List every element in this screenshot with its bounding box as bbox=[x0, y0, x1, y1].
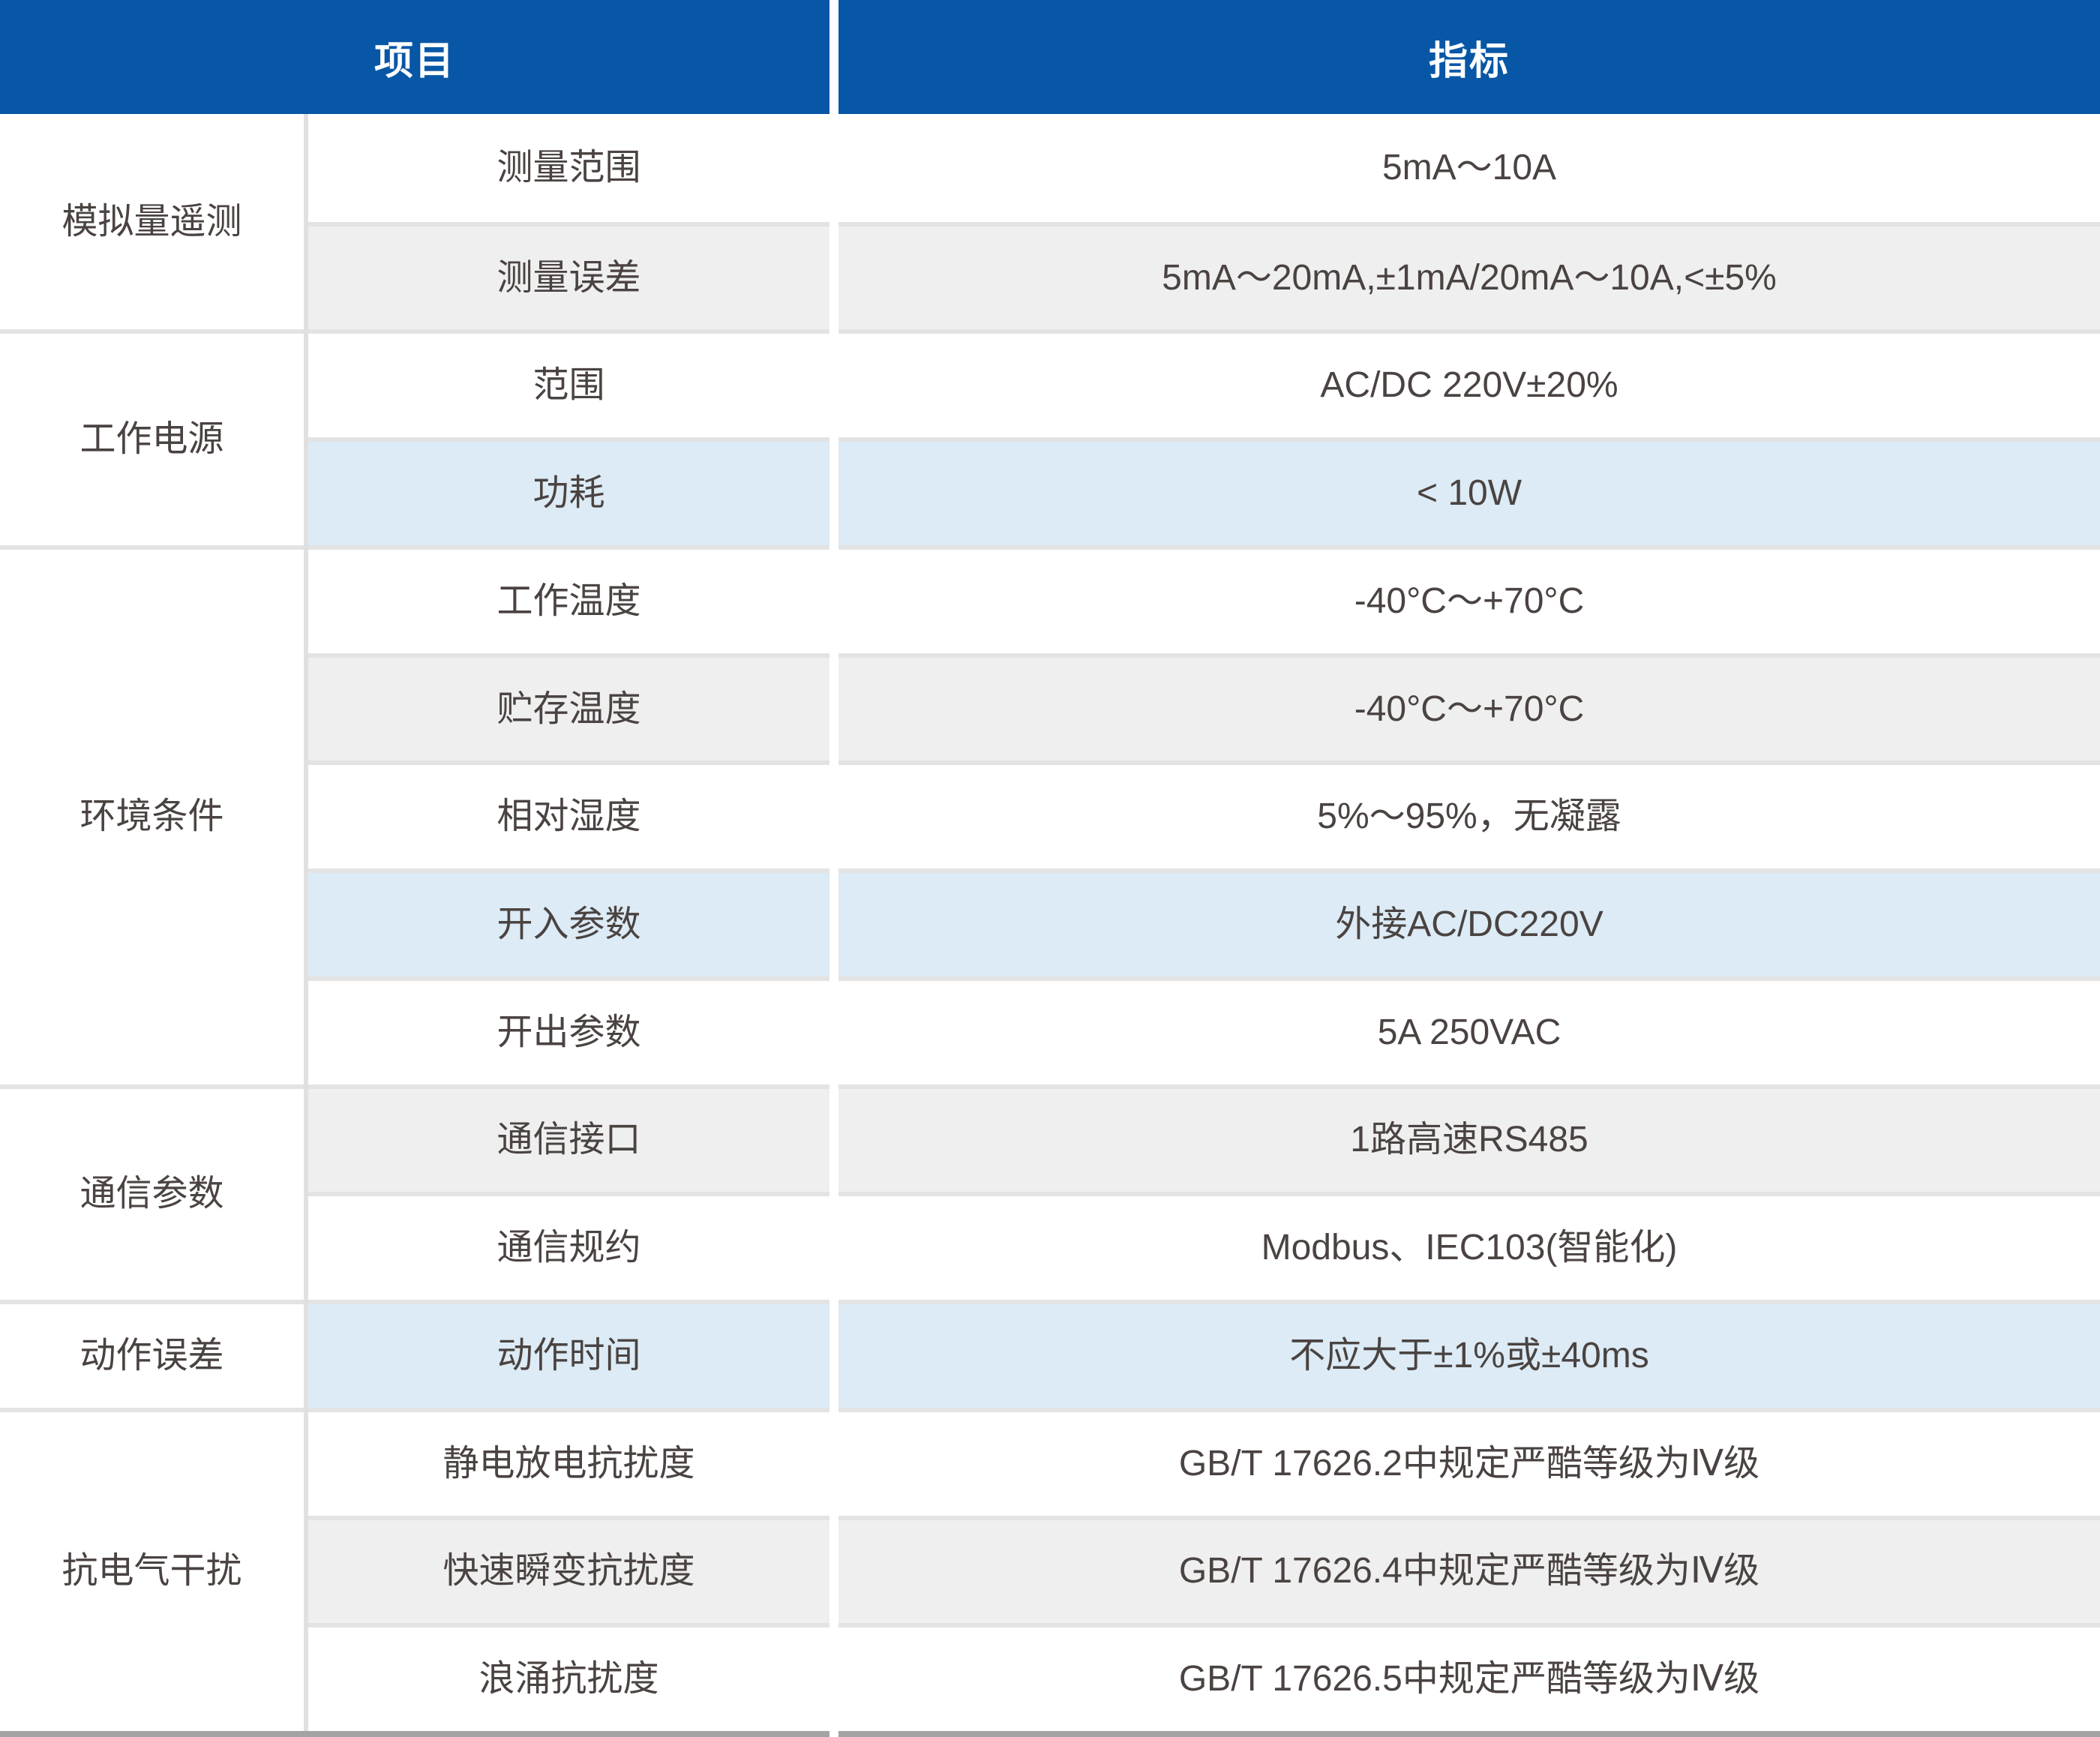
item-cell: 快速瞬变抗扰度 bbox=[308, 1515, 830, 1624]
value-cell: 5%～95%，无凝露 bbox=[838, 760, 2100, 869]
value-cell: 5mA～10A bbox=[838, 114, 2100, 222]
value-cell: GB/T 17626.4中规定严酷等级为Ⅳ级 bbox=[838, 1515, 2100, 1624]
group-cell: 模拟量遥测 bbox=[0, 114, 304, 330]
item-cell: 动作时间 bbox=[308, 1300, 830, 1408]
group-column-divider bbox=[304, 114, 308, 1731]
value-cell: -40°C～+70°C bbox=[838, 544, 2100, 653]
bottom-border-left bbox=[0, 1731, 830, 1737]
item-cell: 范围 bbox=[308, 329, 830, 438]
value-cell: AC/DC 220V±20% bbox=[838, 329, 2100, 438]
item-cell: 功耗 bbox=[308, 437, 830, 545]
bottom-border-right bbox=[838, 1731, 2100, 1737]
value-cell: 外接AC/DC220V bbox=[838, 868, 2100, 976]
group-cell: 动作误差 bbox=[0, 1300, 304, 1408]
spec-table-header: 项目 指标 bbox=[0, 0, 2100, 114]
item-cell: 工作温度 bbox=[308, 544, 830, 653]
value-cell: GB/T 17626.2中规定严酷等级为Ⅳ级 bbox=[838, 1407, 2100, 1516]
group-cell: 工作电源 bbox=[0, 329, 304, 545]
item-cell: 通信接口 bbox=[308, 1084, 830, 1192]
value-cell: -40°C～+70°C bbox=[838, 652, 2100, 761]
item-cell: 相对湿度 bbox=[308, 760, 830, 869]
value-cell: 1路高速RS485 bbox=[838, 1084, 2100, 1192]
item-cell: 通信规约 bbox=[308, 1192, 830, 1300]
group-cell: 抗电气干扰 bbox=[0, 1407, 304, 1731]
value-cell: < 10W bbox=[838, 437, 2100, 545]
item-cell: 贮存温度 bbox=[308, 652, 830, 761]
item-cell: 浪涌抗扰度 bbox=[308, 1623, 830, 1731]
group-cell: 环境条件 bbox=[0, 544, 304, 1084]
value-column-gap bbox=[830, 114, 838, 1731]
item-cell: 开出参数 bbox=[308, 976, 830, 1084]
item-cell: 测量误差 bbox=[308, 221, 830, 330]
group-cell: 通信参数 bbox=[0, 1084, 304, 1300]
value-cell: GB/T 17626.5中规定严酷等级为Ⅳ级 bbox=[838, 1623, 2100, 1731]
item-cell: 测量范围 bbox=[308, 114, 830, 222]
header-cell-project: 项目 bbox=[0, 0, 830, 114]
item-cell: 静电放电抗扰度 bbox=[308, 1407, 830, 1516]
spec-table-body: 模拟量遥测 测量范围 5mA～10A 测量误差 5mA～20mA,±1mA/20mA～1… bbox=[0, 114, 2100, 1731]
item-cell: 开入参数 bbox=[308, 868, 830, 976]
header-column-gap bbox=[830, 0, 838, 114]
value-cell: 5A 250VAC bbox=[838, 976, 2100, 1084]
value-cell: Modbus、IEC103(智能化) bbox=[838, 1192, 2100, 1300]
value-cell: 5mA～20mA,±1mA/20mA～10A,<±5% bbox=[838, 221, 2100, 330]
value-cell: 不应大于±1%或±40ms bbox=[838, 1300, 2100, 1408]
header-cell-indicator: 指标 bbox=[838, 0, 2100, 114]
